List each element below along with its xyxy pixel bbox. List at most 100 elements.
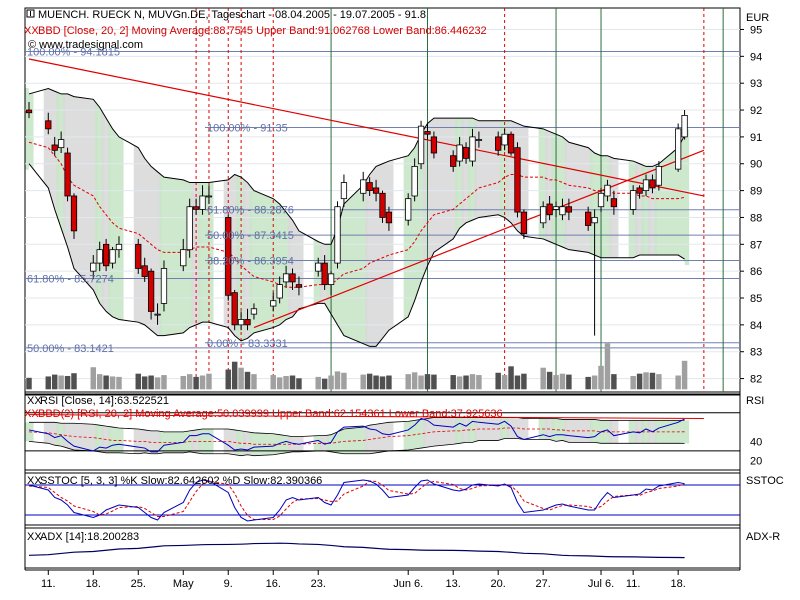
- price-tick-label: 83: [750, 347, 762, 359]
- sstoc-axis-label: SSTOC: [746, 475, 784, 487]
- shading-segment: [403, 128, 426, 323]
- volume-bar: [148, 375, 154, 390]
- bollinger-lower-line: [28, 163, 685, 347]
- volume-bar: [58, 375, 64, 390]
- header-icon: [26, 9, 35, 18]
- rsi-band-mask-lower: [24, 438, 690, 470]
- candle-body: [51, 144, 58, 151]
- volume-bar: [289, 375, 296, 390]
- volume-bar: [649, 372, 656, 390]
- header-title: MUENCH. RUECK N, MUVGn.DE, Tageschart - …: [38, 9, 426, 21]
- fib-label-left: 61.80% - 85.7274: [27, 273, 114, 285]
- volume-bar: [418, 375, 424, 390]
- price-tick-label: 93: [750, 78, 762, 90]
- rsi-icon: XX: [27, 395, 42, 407]
- price-tick-label: 94: [750, 51, 762, 63]
- price-tick-label: 85: [750, 293, 762, 305]
- candle-body: [475, 139, 483, 141]
- candle-body: [90, 262, 97, 272]
- candle-body: [501, 133, 508, 146]
- candle-body: [636, 187, 643, 194]
- candle-body: [321, 262, 328, 285]
- volume-bar: [161, 375, 167, 390]
- candle-body: [115, 243, 123, 251]
- candle-body: [360, 179, 367, 194]
- shading-segment: [474, 114, 503, 224]
- candle-body: [675, 128, 682, 170]
- candle-body: [507, 133, 515, 154]
- x-tick-label: 20.: [491, 578, 506, 590]
- candle-body: [70, 195, 78, 232]
- volume-bar: [521, 373, 527, 390]
- candle-body: [186, 206, 193, 251]
- rsi-bbd-icon: XX: [24, 408, 39, 420]
- volume-bar: [360, 374, 366, 390]
- candle-body: [520, 211, 528, 234]
- volume-bar: [64, 375, 71, 390]
- candle-body: [385, 211, 393, 224]
- candle-body: [135, 243, 142, 269]
- candle-body: [514, 147, 521, 213]
- candle-body: [327, 273, 335, 285]
- volume-bar: [585, 376, 591, 390]
- sstoc-title: SSTOC [5, 3, 3] %K Slow:82.642602 %D Slo…: [40, 475, 322, 487]
- shading-segment: [641, 160, 651, 262]
- volume-bar: [186, 374, 193, 390]
- candle-body: [495, 136, 502, 151]
- candle-body: [655, 166, 663, 186]
- candle-body: [199, 195, 206, 210]
- shading-segment: [236, 171, 246, 347]
- price-tick-label: 84: [750, 320, 762, 332]
- rsi-title: RSI [Close, 14]:63.522521: [40, 395, 169, 407]
- shading-segment: [191, 176, 201, 331]
- rsi-shading-segment: [43, 422, 60, 446]
- volume-bar: [315, 376, 321, 390]
- candle-body: [109, 249, 116, 264]
- shading-segment: [647, 160, 657, 262]
- volume-bar: [450, 375, 456, 390]
- fib-label-right: 0.00% - 83.3331: [207, 338, 288, 350]
- candle-body: [96, 249, 103, 264]
- volume-bar: [463, 375, 469, 390]
- adx-title: ADX [14]:18.200283: [40, 531, 139, 543]
- shading-segment: [500, 114, 510, 224]
- volume-bar: [675, 375, 681, 390]
- shading-segment: [467, 112, 478, 227]
- candle-body: [147, 270, 155, 312]
- candle-body: [102, 243, 110, 267]
- x-tick-label: 11.: [41, 578, 55, 590]
- volume-bar: [424, 374, 431, 390]
- candle-body: [282, 273, 290, 283]
- candle-body: [45, 120, 52, 130]
- x-tick-label: 27.: [536, 578, 551, 590]
- header-bbd: BBD [Close, 20, 2] Moving Average:88.754…: [38, 25, 487, 37]
- fib-label-left: 50.00% - 83.1421: [27, 343, 114, 355]
- shading-segment: [564, 136, 593, 259]
- rsi-line: [28, 417, 685, 453]
- volume-bar: [611, 374, 617, 390]
- shading-segment: [461, 112, 471, 229]
- volume-bar: [231, 361, 238, 390]
- x-tick-label: 25.: [131, 578, 146, 590]
- fib-label-right: 50.00% - 87.3415: [207, 230, 294, 242]
- x-tick-label: May: [173, 578, 194, 590]
- candle-body: [276, 284, 283, 299]
- x-tick-label: Jul 6.: [588, 578, 614, 590]
- candle-body: [250, 308, 258, 315]
- volume-bar: [251, 374, 257, 390]
- candle-body: [565, 206, 573, 213]
- header: MUENCH. RUECK N, MUVGn.DE, Tageschart - …: [24, 9, 769, 51]
- candle-body: [642, 179, 650, 192]
- candle-body: [340, 182, 348, 200]
- volume-bar: [90, 367, 97, 390]
- price-tick-label: 88: [750, 212, 762, 224]
- candle-body: [456, 144, 463, 162]
- rsi-shading-segment: [455, 417, 465, 444]
- candle-body: [379, 192, 386, 218]
- x-tick-label: 11.: [626, 578, 640, 590]
- shading-segment: [56, 87, 66, 235]
- rsi-axis-label: RSI: [746, 395, 764, 407]
- bollinger-ma-line: [28, 141, 685, 288]
- volume-bar: [154, 377, 161, 390]
- candle-body: [591, 217, 598, 224]
